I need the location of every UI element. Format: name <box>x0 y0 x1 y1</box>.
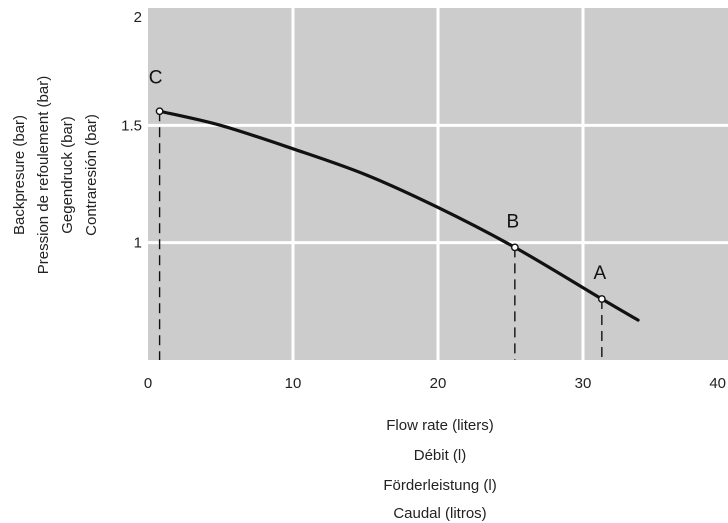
y-tick-labels: 11.52 <box>121 9 142 252</box>
x-axis-title-line: Caudal (litros) <box>393 505 486 522</box>
y-tick-label: 1 <box>134 235 142 252</box>
x-tick-label: 40 <box>709 375 726 392</box>
y-tick-label: 1.5 <box>121 117 142 134</box>
x-tick-labels: 0 10 20 30 40 <box>144 375 726 392</box>
x-axis-title-line: Flow rate (liters) <box>386 417 494 434</box>
grid-lines <box>148 8 728 360</box>
x-axis-title-line: Förderleistung (l) <box>383 477 496 494</box>
x-axis-title: Flow rate (liters) Débit (l) Förderleistun… <box>383 417 496 522</box>
x-tick-label: 10 <box>285 375 302 392</box>
point-markers: C B A <box>149 67 607 303</box>
point-label-c: C <box>149 67 163 88</box>
y-tick-label: 2 <box>134 9 142 26</box>
x-tick-label: 0 <box>144 375 152 392</box>
x-tick-label: 20 <box>430 375 447 392</box>
x-tick-label: 30 <box>575 375 592 392</box>
y-axis-title: Backpresure (bar) Pression de refoulement… <box>11 76 100 274</box>
point-label-b: B <box>507 211 520 232</box>
point-marker-b <box>510 243 519 252</box>
x-axis-title-line: Débit (l) <box>414 447 467 464</box>
point-marker-a <box>597 295 606 303</box>
y-axis-title-line: Gegendruck (bar) <box>59 116 76 234</box>
drop-lines <box>158 111 603 360</box>
point-marker-c <box>155 107 164 116</box>
backpressure-curve <box>158 109 640 322</box>
y-axis-title-line: Backpresure (bar) <box>11 115 28 235</box>
y-axis-title-line: Contraresión (bar) <box>83 114 100 236</box>
point-label-a: A <box>594 263 607 284</box>
y-axis-title-line: Pression de refoulement (bar) <box>35 76 52 274</box>
